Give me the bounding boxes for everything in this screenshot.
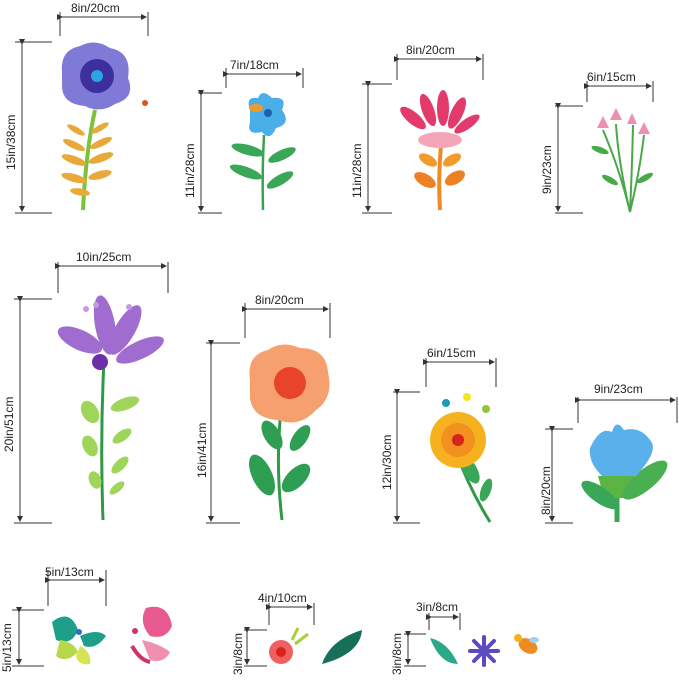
purple-lily-decal xyxy=(57,295,164,521)
width-label: 9in/23cm xyxy=(594,382,643,396)
orange-carnation-decal xyxy=(249,344,330,521)
purple-star-flower-decal xyxy=(468,635,500,667)
width-label: 6in/15cm xyxy=(587,70,636,84)
blue-flower-decal xyxy=(229,93,296,211)
bell-blossoms xyxy=(597,108,650,134)
width-label: 10in/25cm xyxy=(76,250,132,264)
small-red-flower-decal xyxy=(269,627,309,664)
pink-bell-flowers-decal xyxy=(591,123,653,213)
width-label: 8in/20cm xyxy=(71,1,120,15)
width-label: 5in/13cm xyxy=(45,565,94,579)
pink-tulip-decal xyxy=(400,90,480,211)
width-label: 3in/8cm xyxy=(416,600,459,614)
width-label: 8in/20cm xyxy=(406,43,455,57)
width-label: 7in/18cm xyxy=(230,58,279,72)
green-leaf-decal xyxy=(430,638,458,664)
width-label: 8in/20cm xyxy=(255,293,304,307)
yellow-daisy-decal xyxy=(430,393,493,523)
green-butterfly-decal xyxy=(52,616,106,665)
width-label: 6in/15cm xyxy=(427,346,476,360)
dark-leaf-decal xyxy=(322,630,362,664)
purple-poppy-decal xyxy=(61,42,148,211)
width-label: 4in/10cm xyxy=(258,591,307,605)
blue-cornflower-decal xyxy=(581,424,668,522)
bee-decal xyxy=(514,634,539,654)
pink-butterfly-decal xyxy=(130,606,172,664)
